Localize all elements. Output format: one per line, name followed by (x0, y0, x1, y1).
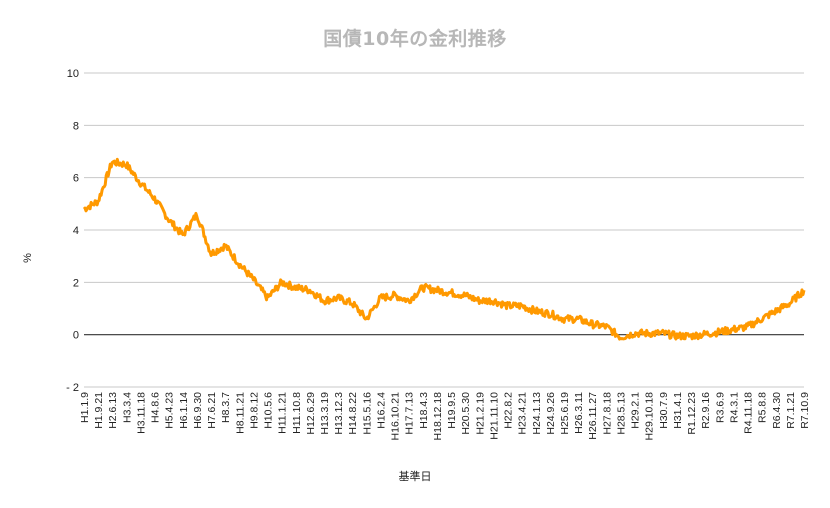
x-tick-label: H26.3.11 (573, 392, 585, 434)
x-tick-label: H5.4.23 (164, 392, 176, 429)
x-tick-label: H6.1.14 (178, 392, 190, 429)
y-tick-label: 6 (73, 173, 79, 185)
x-tick-label: H14.8.22 (347, 392, 359, 435)
x-tick-label: R4.11.18 (743, 392, 755, 434)
x-tick-label: H11.10.8 (291, 392, 303, 434)
x-axis-ticks: H1.1.9 H1.9.21 H2.6.13 H3.3.4 H3.11.18 H4.8.6… (79, 392, 811, 441)
x-tick-label: H15.5.16 (361, 392, 373, 435)
x-tick-label: H4.8.6 (150, 392, 162, 423)
x-tick-label: H22.8.2 (503, 392, 515, 429)
y-tick-label: 8 (73, 120, 79, 132)
x-tick-label: H6.9.30 (192, 392, 204, 429)
x-tick-label: H1.1.9 (79, 392, 91, 423)
x-tick-label: H21.2.19 (474, 392, 486, 435)
y-tick-label: 2 (73, 277, 79, 289)
x-tick-label: R3.6.9 (714, 392, 726, 423)
x-tick-label: H8.11.21 (234, 392, 246, 434)
x-tick-label: H12.6.29 (305, 392, 317, 435)
y-tick-label: 10 (67, 68, 79, 80)
x-tick-label: H18.4.3 (418, 392, 430, 429)
data-series-line (82, 157, 806, 341)
x-tick-label: R6.4.30 (771, 392, 783, 429)
x-tick-label: H21.11.10 (488, 392, 500, 440)
x-tick-label: H3.3.4 (121, 392, 133, 423)
x-tick-label: H24.1.13 (531, 392, 543, 435)
x-axis-label: 基準日 (398, 470, 432, 483)
x-tick-label: H13.3.19 (319, 392, 331, 435)
x-tick-label: R2.9.16 (700, 392, 712, 429)
x-tick-label: H9.8.12 (248, 392, 260, 429)
x-tick-label: H8.3.7 (220, 392, 232, 423)
x-tick-label: H16.10.21 (390, 392, 402, 441)
y-tick-label: - 2 (66, 382, 79, 394)
x-tick-label: H10.5.6 (263, 392, 275, 429)
x-tick-label: H1.9.21 (93, 392, 105, 429)
x-tick-label: H2.6.13 (107, 392, 119, 429)
x-tick-label: H28.5.13 (616, 392, 628, 435)
x-tick-label: R4.3.1 (728, 392, 740, 423)
x-tick-label: H7.6.21 (206, 392, 218, 429)
x-tick-label: H18.12.18 (432, 392, 444, 441)
x-tick-label: H25.6.19 (559, 392, 571, 435)
x-tick-label: R7.1.21 (785, 392, 797, 429)
x-tick-label: H31.4.1 (672, 392, 684, 429)
rate-line (82, 157, 806, 341)
x-tick-label: H24.9.26 (545, 392, 557, 435)
x-tick-label: R5.8.8 (757, 392, 769, 423)
x-tick-label: H20.5.30 (460, 392, 472, 435)
gridlines (84, 72, 804, 388)
y-axis-label: % (21, 253, 34, 263)
x-tick-label: H3.11.18 (136, 392, 148, 434)
y-axis-ticks: - 2 0 2 4 6 8 10 (66, 68, 79, 394)
x-tick-label: H17.7.13 (404, 392, 416, 435)
x-tick-label: H26.11.27 (587, 392, 599, 440)
x-tick-label: H29.10.18 (644, 392, 656, 441)
x-tick-label: H27.8.18 (601, 392, 613, 435)
x-tick-label: H11.1.21 (277, 392, 289, 434)
x-tick-label: H29.2.1 (630, 392, 642, 429)
x-tick-label: H19.9.5 (446, 392, 458, 429)
y-tick-label: 0 (73, 330, 79, 342)
x-tick-label: H30.7.9 (658, 392, 670, 429)
x-tick-label: H23.4.21 (517, 392, 529, 435)
chart-title: 国債10年の金利推移 (323, 28, 507, 50)
x-tick-label: H16.2.4 (376, 392, 388, 429)
x-tick-label: R1.12.23 (686, 392, 698, 435)
x-tick-label: R7.10.9 (799, 392, 811, 429)
x-tick-label: H13.12.3 (333, 392, 345, 435)
y-tick-label: 4 (73, 225, 79, 237)
